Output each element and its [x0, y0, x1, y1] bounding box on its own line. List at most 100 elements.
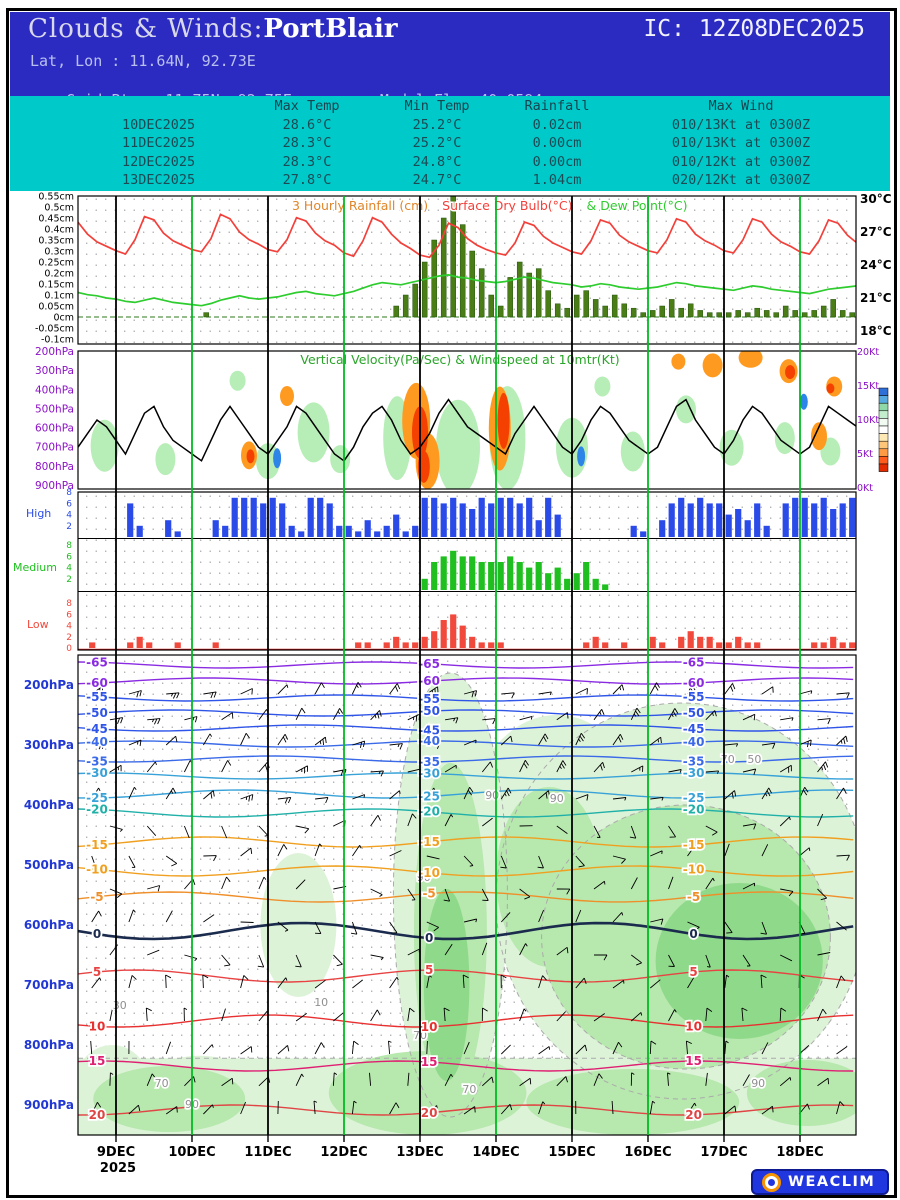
table-row: 13DEC2025 27.8°C 24.7°C 1.04cm 020/12Kt … [10, 171, 890, 190]
svg-text:-35: -35 [86, 755, 108, 769]
svg-text:30: 30 [113, 999, 127, 1012]
svg-text:-55: -55 [86, 690, 108, 704]
svg-text:2: 2 [66, 575, 72, 585]
weaclim-logo-text: WEACLIM [788, 1174, 876, 1190]
svg-text:-20: -20 [86, 803, 108, 817]
svg-text:10: 10 [314, 996, 328, 1009]
svg-text:0.3cm: 0.3cm [44, 247, 74, 258]
col-min-temp: Min Temp [404, 98, 470, 114]
svg-text:700hPa: 700hPa [24, 978, 74, 992]
svg-text:10DEC: 10DEC [168, 1145, 215, 1160]
svg-text:5: 5 [93, 965, 101, 979]
svg-text:800hPa: 800hPa [35, 461, 74, 473]
svg-text:0.4cm: 0.4cm [44, 225, 74, 236]
svg-text:70: 70 [721, 753, 735, 766]
header-banner: Clouds & Winds:PortBlair IC: 12Z08DEC202… [10, 12, 890, 109]
svg-text:-35: -35 [418, 755, 440, 769]
svg-text:90: 90 [485, 789, 499, 802]
svg-text:-15: -15 [86, 838, 108, 852]
svg-text:0cm: 0cm [53, 313, 74, 324]
svg-text:-65: -65 [418, 657, 440, 671]
cell-max-temp: 28.3°C [282, 153, 332, 170]
svg-text:200hPa: 200hPa [24, 678, 74, 692]
svg-text:20: 20 [421, 1106, 438, 1120]
svg-text:15Kt: 15Kt [857, 381, 879, 392]
cell-max-temp: 28.3°C [282, 135, 332, 151]
svg-text:0.55cm: 0.55cm [38, 192, 74, 203]
svg-text:0: 0 [689, 927, 697, 941]
row-date: 13DEC2025 [122, 172, 196, 188]
svg-text:-50: -50 [683, 706, 705, 720]
svg-text:90: 90 [751, 1077, 765, 1090]
svg-text:300hPa: 300hPa [24, 738, 74, 752]
svg-text:-25: -25 [683, 791, 705, 805]
row-date: 11DEC2025 [122, 135, 196, 151]
svg-text:0: 0 [93, 927, 101, 941]
svg-text:0.25cm: 0.25cm [38, 258, 74, 269]
svg-text:-55: -55 [683, 690, 705, 704]
svg-text:600hPa: 600hPa [24, 918, 74, 932]
title-row: Clouds & Winds:PortBlair IC: 12Z08DEC202… [28, 14, 873, 44]
svg-text:0.1cm: 0.1cm [44, 291, 74, 302]
svg-text:0Kt: 0Kt [857, 483, 873, 494]
svg-text:-60: -60 [418, 674, 440, 688]
col-rainfall: Rainfall [524, 98, 590, 114]
svg-text:-30: -30 [683, 766, 705, 780]
svg-text:-5: -5 [687, 890, 700, 904]
page-title: Clouds & Winds: [28, 14, 264, 44]
col-max-temp: Max Temp [274, 98, 340, 114]
svg-text:4: 4 [66, 564, 72, 574]
svg-text:10: 10 [421, 1020, 438, 1034]
svg-text:10: 10 [685, 1019, 702, 1033]
svg-text:18DEC: 18DEC [776, 1145, 823, 1160]
svg-text:12DEC: 12DEC [320, 1145, 367, 1160]
svg-text:4: 4 [66, 622, 72, 632]
day-gridlines-and-dates: 9DEC 10DEC 11DEC 12DEC 13DEC 14DEC 15DEC 16DEC 1… [97, 196, 824, 1176]
svg-text:16DEC: 16DEC [624, 1145, 671, 1160]
svg-text:9DEC: 9DEC [97, 1145, 135, 1160]
cell-max-temp: 27.8°C [282, 172, 332, 188]
svg-text:20Kt: 20Kt [857, 347, 879, 358]
svg-text:-60: -60 [683, 676, 705, 690]
svg-text:-35: -35 [683, 755, 705, 769]
lat-lon-label: Lat, Lon : 11.64N, 92.73E [30, 52, 256, 70]
svg-text:15: 15 [685, 1054, 702, 1068]
cell-max-wind: 010/13Kt at 0300Z [671, 135, 811, 151]
svg-text:-5: -5 [90, 890, 103, 904]
svg-text:90: 90 [550, 792, 564, 805]
svg-text:-15: -15 [418, 835, 440, 849]
svg-text:-10: -10 [683, 862, 705, 876]
svg-text:-50: -50 [418, 704, 440, 718]
table-row: 12DEC2025 28.3°C 24.8°C 0.00cm 010/12Kt … [10, 153, 890, 172]
table-row: 11DEC2025 28.3°C 25.2°C 0.00cm 010/13Kt … [10, 134, 890, 153]
svg-text:0.2cm: 0.2cm [44, 269, 74, 280]
svg-text:24°C: 24°C [860, 258, 892, 272]
svg-text:-20: -20 [418, 805, 440, 819]
svg-text:5Kt: 5Kt [857, 449, 873, 460]
daily-summary-table: Max Temp Min Temp Rainfall Max Wind 10DE… [10, 96, 890, 191]
svg-text:-15: -15 [683, 838, 705, 852]
svg-text:900hPa: 900hPa [35, 480, 74, 492]
cell-rainfall: 0.02cm [532, 116, 582, 133]
cell-min-temp: 24.8°C [412, 153, 462, 170]
svg-text:0: 0 [66, 644, 72, 654]
svg-text:15: 15 [89, 1054, 106, 1068]
svg-text:-10: -10 [86, 862, 108, 876]
svg-text:-60: -60 [86, 676, 108, 690]
svg-text:70: 70 [155, 1077, 169, 1090]
svg-text:800hPa: 800hPa [24, 1038, 74, 1052]
svg-text:-25: -25 [418, 790, 440, 804]
svg-text:14DEC: 14DEC [472, 1145, 519, 1160]
svg-text:0.05cm: 0.05cm [38, 302, 74, 313]
cell-max-wind: 020/12Kt at 0300Z [671, 172, 811, 188]
row-date: 10DEC2025 [122, 116, 196, 133]
svg-text:400hPa: 400hPa [24, 798, 74, 812]
svg-text:-25: -25 [86, 791, 108, 805]
cell-min-temp: 25.2°C [412, 116, 462, 133]
svg-text:-55: -55 [418, 692, 440, 706]
cell-rainfall: 0.00cm [532, 153, 582, 170]
svg-text:0.15cm: 0.15cm [38, 280, 74, 291]
svg-text:-45: -45 [683, 722, 705, 736]
panel-vertical-velocity: 200hPa 300hPa 400hPa 500hPa 600hPa 700hPa 800h… [35, 346, 889, 494]
